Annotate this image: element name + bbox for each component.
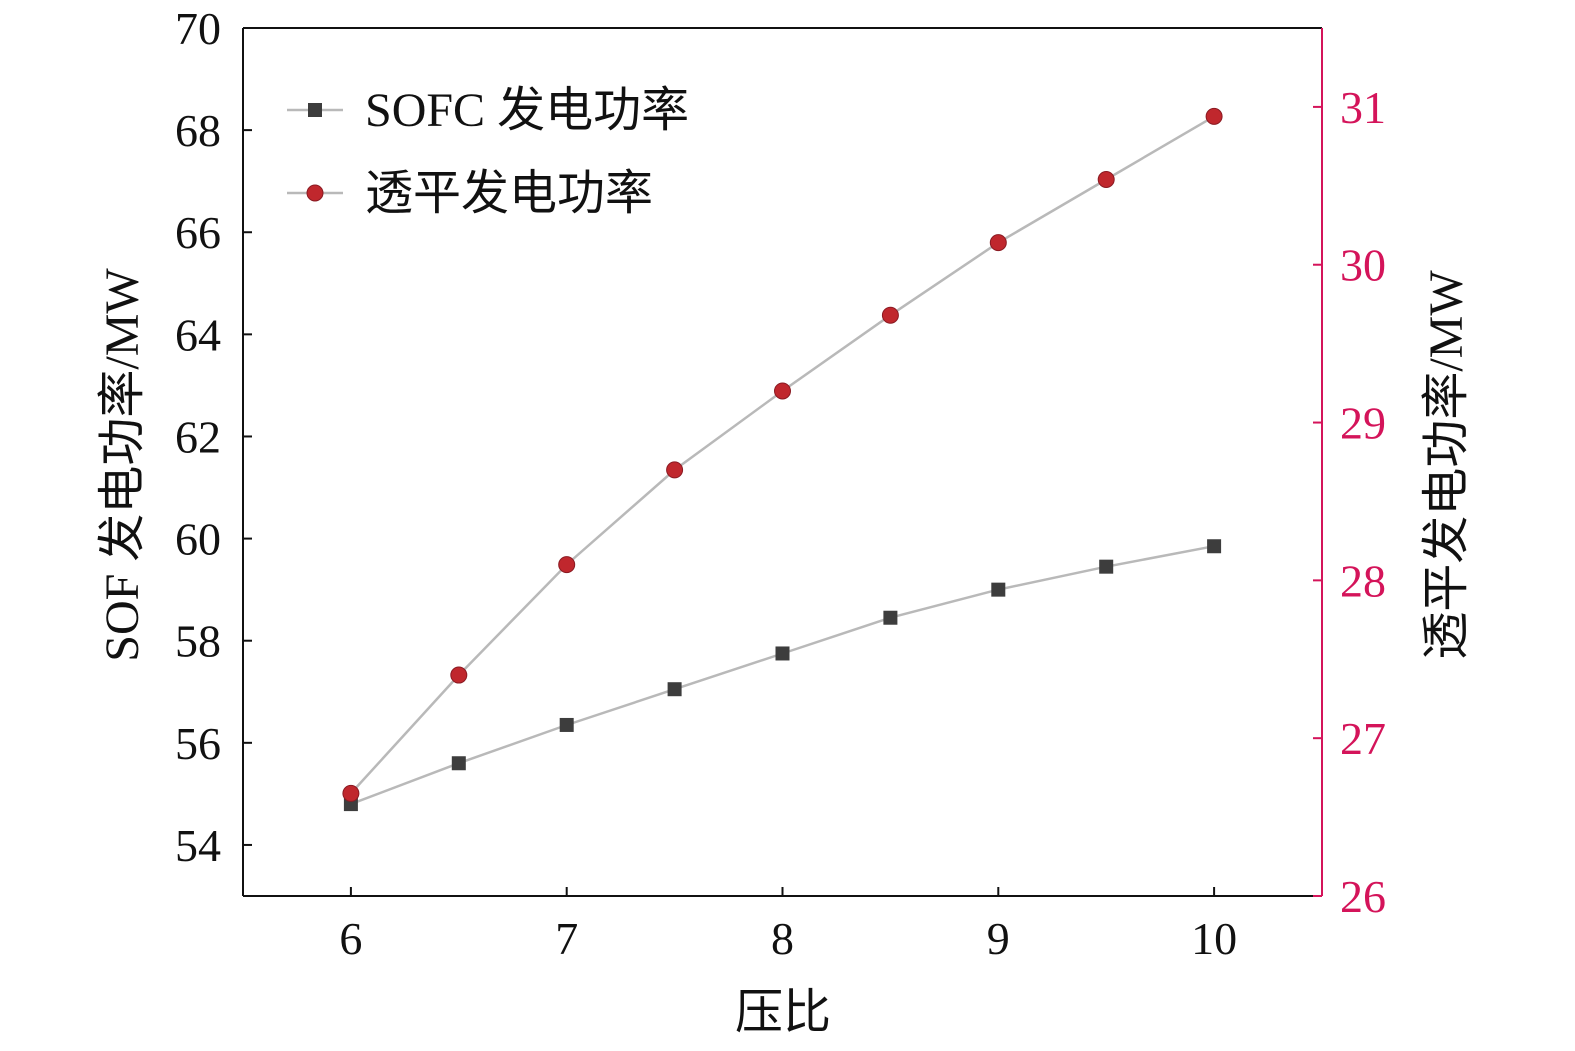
right-tick-label: 30 [1340, 240, 1386, 291]
x-tick-label: 6 [339, 913, 362, 964]
right-tick-label: 26 [1340, 871, 1386, 922]
right-tick-label: 27 [1340, 713, 1386, 764]
right-axis-title: 透平发电功率/MW [1420, 270, 1473, 660]
data-point-sofc [1099, 559, 1114, 574]
data-point-turbine [558, 556, 576, 574]
left-tick-label: 66 [175, 207, 221, 258]
data-point-turbine [342, 784, 360, 802]
left-tick-label: 58 [175, 616, 221, 667]
plot-frame [242, 27, 1323, 897]
x-tick-label: 10 [1191, 913, 1237, 964]
right-tick-label: 31 [1340, 82, 1386, 133]
left-tick-label: 60 [175, 514, 221, 565]
legend-item-sofc: SOFC 发电功率 [287, 84, 689, 137]
left-tick-label: 62 [175, 411, 221, 462]
legend-label-turbine: 透平发电功率 [365, 167, 653, 220]
legend: SOFC 发电功率 透平发电功率 [287, 84, 689, 220]
right-axis-ticks: 26 27 28 29 30 31 [1313, 82, 1386, 922]
data-point-sofc [559, 717, 574, 732]
data-point-turbine [774, 382, 791, 400]
data-point-turbine [881, 306, 899, 324]
x-tick-label: 7 [555, 913, 578, 964]
x-axis-title: 压比 [735, 986, 831, 1039]
right-tick-label: 29 [1340, 398, 1386, 449]
data-point-sofc [451, 756, 466, 771]
data-point-turbine [1097, 171, 1115, 189]
data-point-sofc [991, 582, 1006, 597]
data-point-turbine [1205, 107, 1223, 125]
legend-marker-sofc [308, 103, 322, 117]
left-axis-title: SOF 发电功率/MW [96, 268, 149, 662]
series-line-0 [350, 544, 1215, 806]
left-axis-ticks: 54 56 58 60 62 64 66 68 70 [175, 3, 252, 871]
data-point-turbine [666, 461, 684, 479]
legend-item-turbine: 透平发电功率 [287, 167, 653, 220]
data-point-turbine [450, 666, 468, 684]
right-tick-label: 28 [1340, 555, 1386, 606]
left-tick-label: 64 [175, 309, 221, 360]
left-tick-label: 70 [175, 3, 221, 54]
legend-label-sofc: SOFC 发电功率 [365, 84, 689, 137]
data-point-sofc [883, 610, 898, 625]
x-tick-label: 9 [987, 913, 1010, 964]
series-layer [342, 107, 1223, 812]
left-tick-label: 54 [175, 820, 221, 871]
data-point-sofc [1207, 539, 1222, 554]
data-point-sofc [775, 646, 790, 661]
data-point-sofc [667, 682, 682, 697]
data-point-turbine [989, 234, 1007, 252]
legend-marker-turbine [306, 184, 324, 202]
x-tick-label: 8 [771, 913, 794, 964]
x-axis-ticks: 6 7 8 9 10 [339, 887, 1237, 964]
left-tick-label: 68 [175, 105, 221, 156]
left-tick-label: 56 [175, 718, 221, 769]
